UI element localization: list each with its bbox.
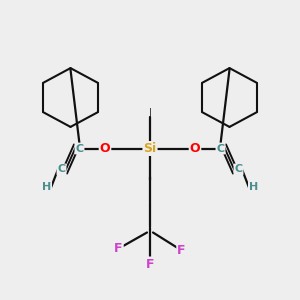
Text: F: F [114, 242, 123, 256]
Text: O: O [190, 142, 200, 155]
Text: H: H [42, 182, 51, 193]
Text: |: | [148, 108, 152, 119]
Text: C: C [75, 143, 84, 154]
Text: Si: Si [143, 142, 157, 155]
Text: O: O [100, 142, 110, 155]
Text: F: F [177, 244, 186, 257]
Text: C: C [57, 164, 66, 175]
Text: C: C [234, 164, 243, 175]
Text: F: F [146, 257, 154, 271]
Text: H: H [249, 182, 258, 193]
Text: C: C [216, 143, 225, 154]
